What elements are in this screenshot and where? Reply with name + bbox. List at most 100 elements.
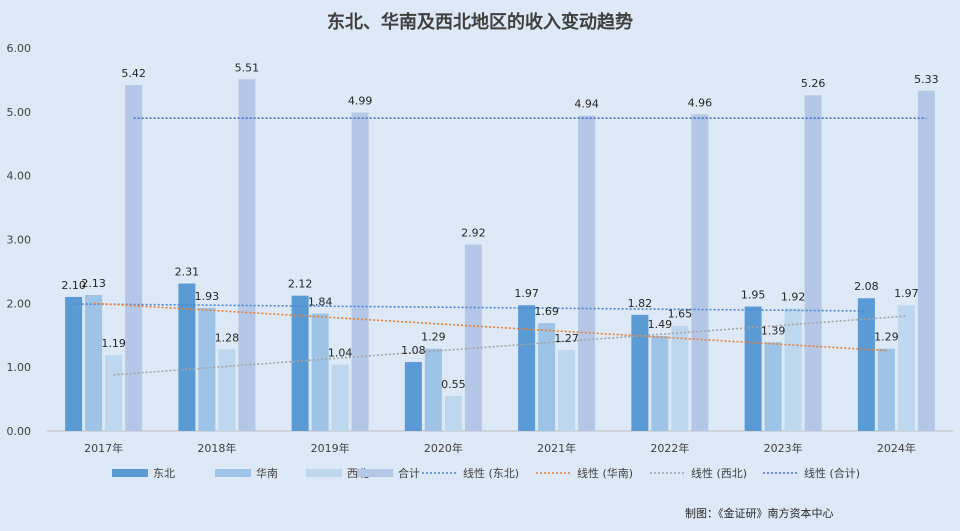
bar-合计-2020年 (464, 244, 482, 431)
data-label: 1.69 (534, 305, 559, 318)
bar-合计-2018年 (238, 79, 256, 432)
bar-西北-2021年 (558, 349, 576, 431)
bar-东北-2018年 (178, 283, 196, 431)
bar-西北-2018年 (218, 349, 236, 431)
x-tick-label: 2019年 (311, 441, 350, 455)
data-label: 1.39 (761, 324, 786, 337)
bar-series (65, 79, 935, 432)
data-label: 1.49 (648, 318, 673, 331)
legend-swatch-西北 (306, 469, 342, 477)
data-label: 1.97 (894, 287, 919, 300)
y-tick-label: 6.00 (7, 42, 32, 55)
x-axis: 2017年 2018年 2019年 2020年 2021年 2022年 2023年 2024年 (47, 430, 953, 455)
data-label: 1.97 (514, 287, 539, 300)
legend-label: 东北 (153, 467, 175, 480)
data-label: 4.94 (574, 98, 599, 111)
data-label: 1.29 (421, 331, 446, 344)
bar-东北-2024年 (857, 298, 875, 431)
data-label: 1.92 (781, 290, 806, 303)
bar-华南-2023年 (764, 342, 782, 431)
data-label: 1.28 (215, 331, 240, 344)
data-label: 0.55 (441, 378, 466, 391)
x-tick-label: 2023年 (764, 441, 803, 455)
bar-华南-2019年 (311, 313, 329, 431)
data-label: 4.99 (348, 94, 373, 107)
bar-东北-2023年 (744, 306, 762, 431)
bar-西北-2020年 (444, 395, 462, 431)
bar-合计-2023年 (804, 95, 822, 431)
legend-label: 线性 (西北) (691, 466, 747, 480)
data-label: 5.51 (235, 61, 260, 74)
bar-东北-2019年 (291, 295, 309, 431)
trendline-华南 (93, 302, 887, 352)
y-tick-label: 5.00 (7, 106, 32, 119)
legend-swatch-东北 (112, 469, 148, 477)
bar-华南-2017年 (85, 295, 103, 431)
legend-label: 线性 (合计) (804, 466, 860, 480)
data-label: 1.04 (328, 347, 353, 360)
trendline-西北 (113, 315, 907, 376)
bar-西北-2023年 (784, 308, 802, 431)
data-label: 1.08 (401, 344, 426, 357)
bar-合计-2024年 (917, 90, 935, 431)
data-label: 1.93 (195, 290, 220, 303)
y-tick-label: 1.00 (7, 361, 32, 374)
x-tick-label: 2022年 (650, 441, 689, 455)
bar-华南-2024年 (877, 348, 895, 431)
data-label: 1.84 (308, 296, 333, 309)
bar-西北-2019年 (331, 364, 349, 431)
bar-合计-2022年 (691, 114, 709, 432)
legend-label: 线性 (华南) (577, 466, 633, 480)
bar-合计-2021年 (578, 115, 596, 431)
data-label: 5.33 (914, 73, 939, 86)
y-tick-label: 0.00 (7, 425, 32, 438)
data-label: 2.08 (854, 280, 879, 293)
legend-label: 线性 (东北) (463, 466, 519, 480)
trendline-东北 (73, 303, 867, 312)
data-label: 1.29 (874, 331, 899, 344)
data-label: 1.95 (741, 289, 766, 302)
data-label: 5.42 (121, 67, 146, 80)
y-tick-label: 3.00 (7, 234, 32, 247)
source-credit: 制图：《金证研》南方资本中心 (685, 506, 834, 520)
legend-label: 华南 (256, 466, 278, 480)
bar-东北-2020年 (404, 362, 422, 431)
data-label: 2.13 (81, 277, 106, 290)
data-label: 2.31 (175, 266, 200, 279)
bar-西北-2022年 (671, 325, 689, 431)
bar-西北-2024年 (897, 305, 915, 431)
x-tick-label: 2021年 (537, 441, 576, 455)
bar-东北-2022年 (631, 314, 649, 431)
legend-swatch-华南 (215, 469, 251, 477)
bar-华南-2021年 (538, 323, 556, 431)
data-label: 1.27 (554, 332, 579, 345)
legend: 东北华南西北合计线性 (东北)线性 (华南)线性 (西北)线性 (合计) (112, 466, 860, 480)
bar-合计-2017年 (125, 85, 143, 432)
y-tick-label: 2.00 (7, 297, 32, 310)
x-tick-label: 2017年 (84, 441, 123, 455)
data-label: 2.10 (61, 279, 86, 292)
bar-华南-2022年 (651, 335, 669, 431)
x-tick-label: 2024年 (877, 441, 916, 455)
bar-华南-2020年 (424, 348, 442, 431)
x-tick-label: 2018年 (197, 441, 236, 455)
data-label: 2.12 (288, 278, 313, 291)
bar-西北-2017年 (105, 355, 123, 431)
bar-东北-2017年 (65, 296, 83, 431)
legend-swatch-合计 (357, 469, 393, 477)
bar-东北-2021年 (518, 305, 536, 431)
bar-华南-2018年 (198, 307, 216, 431)
y-axis: 0.00 1.00 2.00 3.00 4.00 5.00 6.00 (7, 42, 32, 438)
trendlines (73, 117, 927, 376)
x-tick-label: 2020年 (424, 441, 463, 455)
data-label: 4.96 (688, 96, 713, 109)
data-label: 5.26 (801, 77, 826, 90)
data-label: 1.65 (668, 308, 693, 321)
data-labels: 2.10 2.31 2.12 1.08 1.97 1.82 1.95 2.08 2.13 1.93… (61, 61, 938, 391)
data-label: 2.92 (461, 227, 486, 240)
data-label: 1.19 (101, 337, 126, 350)
bar-合计-2019年 (351, 112, 369, 431)
y-tick-label: 4.00 (7, 170, 32, 183)
chart-title: 东北、华南及西北地区的收入变动趋势 (327, 11, 633, 33)
